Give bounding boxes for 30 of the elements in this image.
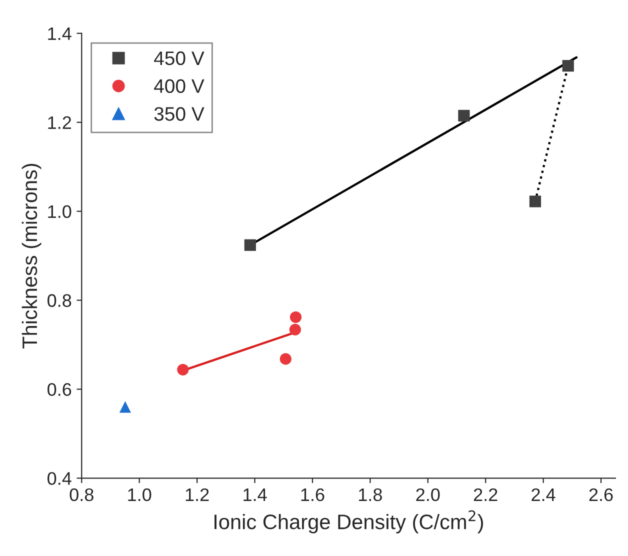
y-tick-label: 1.4: [48, 27, 72, 40]
point: [119, 401, 132, 413]
x-tick-label: 0.8: [70, 488, 94, 502]
legend-label: 400 V: [154, 79, 204, 93]
legend-label: 450 V: [154, 51, 204, 66]
y-tick-label: 0.4: [48, 472, 72, 485]
y-tick-label: 1.0: [48, 205, 72, 218]
point: [529, 196, 542, 208]
x-tick-label: 1.0: [128, 488, 152, 502]
x-tick-label: 2.0: [416, 488, 440, 502]
point: [562, 60, 574, 72]
y-tick-label: 0.8: [48, 294, 72, 307]
x-tick-label: 2.6: [589, 488, 613, 502]
x-axis-title: Ionic Charge Density (C/cm$^{2}$): [214, 510, 484, 534]
y-tick-label: 0.6: [48, 383, 72, 396]
point: [280, 353, 292, 365]
point: [244, 239, 256, 251]
x-tick-label: 2.2: [474, 488, 498, 501]
y-axis-title: Thickness (microns): [22, 164, 42, 348]
y-tick-label: 1.2: [48, 116, 72, 129]
point: [290, 311, 302, 323]
point: [177, 364, 189, 376]
legend-label: 350 V: [154, 107, 204, 121]
x-tick-label: 1.6: [301, 488, 324, 502]
x-tick-label: 1.8: [359, 488, 382, 502]
x-tick-label: 1.2: [186, 488, 209, 501]
point: [458, 110, 470, 122]
x-tick-label: 2.4: [532, 488, 556, 501]
x-tick-label: 1.4: [244, 488, 267, 501]
point: [289, 324, 301, 336]
